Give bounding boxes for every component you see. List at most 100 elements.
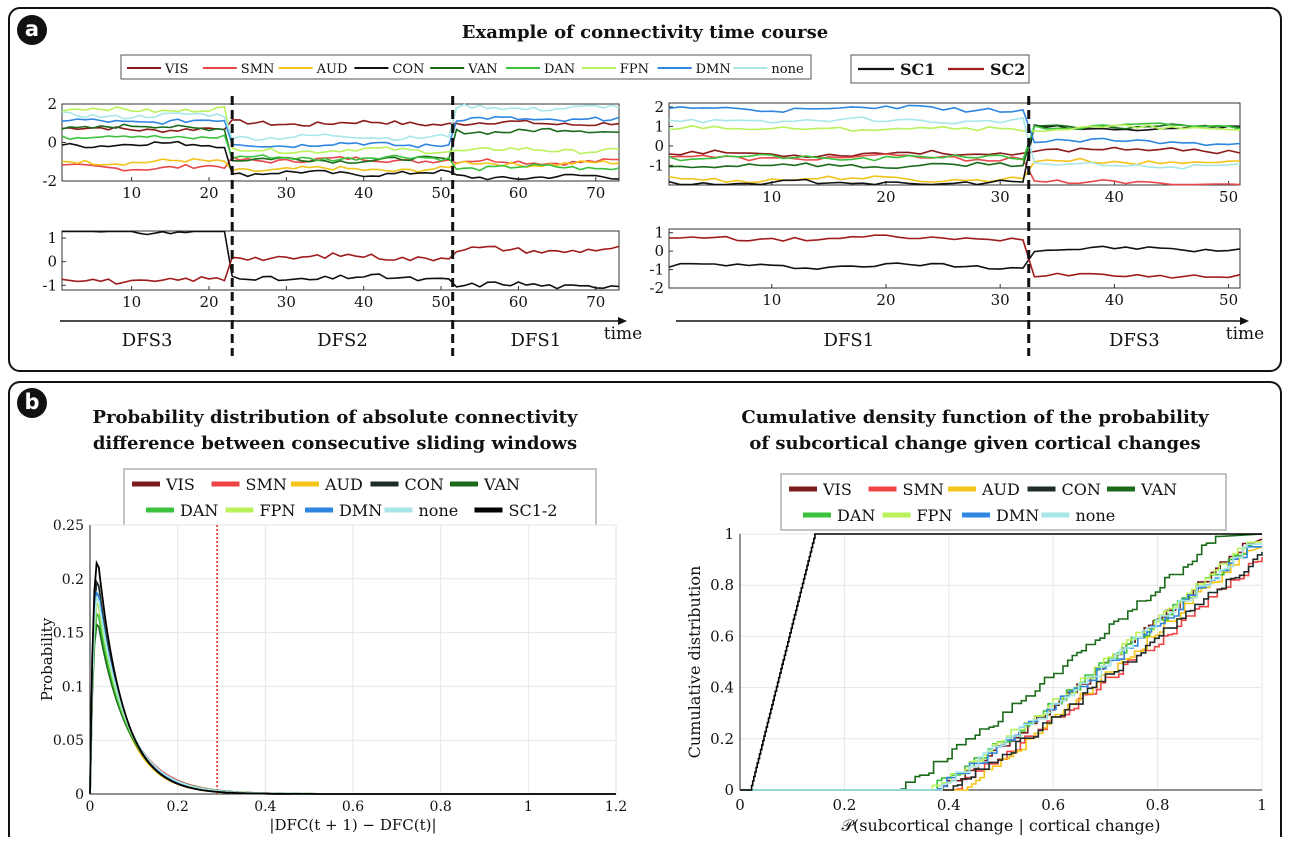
legend-b-left-box xyxy=(123,468,597,526)
legend-label-fpn: FPN xyxy=(620,62,649,77)
ytick-label-b-left-2: 0.1 xyxy=(62,679,84,695)
xtick-label-b-left-3: 0.6 xyxy=(342,799,364,815)
state-label-right-dfs3: DFS3 xyxy=(1109,330,1160,351)
series-a-right-top-fpn xyxy=(668,124,1241,133)
series-b-right-con xyxy=(740,551,1263,791)
legend-b-left-label-sc1-2: SC1-2 xyxy=(509,501,558,520)
ytick-label-b-right-5: 1 xyxy=(724,525,734,543)
xtick-label-b-left-0: 0 xyxy=(86,799,95,815)
xtick-label-a-left-bottom-60: 60 xyxy=(509,293,528,311)
ytick-label-a-right-bottom--1: -1 xyxy=(649,261,664,279)
series-a-left-bottom-sc1 xyxy=(62,230,620,290)
xtick-label-a-right-top-30: 30 xyxy=(991,188,1010,206)
series-a-left-top-none xyxy=(61,103,620,142)
state-label-left-dfs3: DFS3 xyxy=(122,330,173,351)
legend-label-dmn: DMN xyxy=(696,62,731,77)
xtick-label-a-left-top-60: 60 xyxy=(509,184,528,202)
ytick-label-a-right-top-0: 0 xyxy=(654,137,664,155)
series-a-right-bottom-sc2 xyxy=(668,234,1241,279)
legend-b-left-label-van: VAN xyxy=(483,475,520,494)
axes-a-right-top xyxy=(668,102,1241,186)
legend-label-aud: AUD xyxy=(316,62,348,77)
legend-b-left-label-dan: DAN xyxy=(180,501,218,520)
legend-b-left-label-smn: SMN xyxy=(246,475,287,494)
legend-b-left-label-dmn: DMN xyxy=(339,501,382,520)
panel-a-title: Example of connectivity time course xyxy=(461,22,829,43)
time-arrow-left xyxy=(618,317,627,325)
time-label-right: time xyxy=(1226,324,1264,344)
xtick-label-a-right-bottom-50: 50 xyxy=(1219,291,1238,309)
xtick-label-a-left-bottom-10: 10 xyxy=(122,293,141,311)
xtick-label-b-left-4: 0.8 xyxy=(430,799,452,815)
legend-b-left-label-vis: VIS xyxy=(165,475,195,494)
xtick-label-a-left-top-20: 20 xyxy=(199,184,218,202)
ytick-label-a-left-bottom-1: 1 xyxy=(47,229,57,247)
legend-b-right-label-dmn: DMN xyxy=(996,506,1039,525)
series-a-right-top-none xyxy=(668,116,1241,170)
series-b-right-sc1-2 xyxy=(740,533,1262,791)
xtick-label-a-right-bottom-20: 20 xyxy=(876,291,895,309)
ytick-label-b-right-0: 0 xyxy=(724,781,734,799)
xtick-label-a-right-top-40: 40 xyxy=(1105,188,1124,206)
xtick-label-b-right-3: 0.6 xyxy=(1041,796,1065,814)
panel-b-right-title: Cumulative density function of the proba… xyxy=(741,407,1209,454)
state-label-left-dfs1: DFS1 xyxy=(510,330,561,351)
ylabel-b-right: Cumulative distribution xyxy=(685,566,704,759)
series-a-right-top-dan xyxy=(668,122,1241,162)
legend-b-right-label-con: CON xyxy=(1062,480,1101,499)
legend-label-dan: DAN xyxy=(544,62,575,77)
xtick-label-b-left-2: 0.4 xyxy=(254,799,276,815)
ytick-label-a-left-bottom-0: 0 xyxy=(47,253,57,271)
xtick-label-a-left-top-50: 50 xyxy=(432,184,451,202)
xtick-label-a-right-bottom-40: 40 xyxy=(1105,291,1124,309)
xtick-label-a-left-bottom-30: 30 xyxy=(277,293,296,311)
xtick-label-a-right-top-20: 20 xyxy=(876,188,895,206)
legend-b-right-label-vis: VIS xyxy=(822,480,852,499)
xtick-label-b-left-6: 1.2 xyxy=(605,799,627,815)
xtick-label-a-right-bottom-10: 10 xyxy=(762,291,781,309)
xtick-label-a-left-bottom-50: 50 xyxy=(432,293,451,311)
ytick-label-a-right-top--1: -1 xyxy=(649,156,664,174)
time-arrow-right xyxy=(1240,317,1249,325)
ytick-label-b-right-4: 0.8 xyxy=(710,576,734,594)
ytick-label-a-right-top-1: 1 xyxy=(654,117,664,135)
xtick-label-b-left-5: 1 xyxy=(524,799,533,815)
legend-label-van: VAN xyxy=(467,62,497,77)
xtick-label-a-left-top-40: 40 xyxy=(354,184,373,202)
ytick-label-a-left-top-2: 2 xyxy=(47,95,57,113)
legend-b-right-label-dan: DAN xyxy=(837,506,875,525)
series-a-right-top-smn xyxy=(668,153,1241,186)
ytick-label-b-left-1: 0.05 xyxy=(53,733,84,749)
ytick-label-a-right-bottom-1: 1 xyxy=(654,224,664,242)
panel-a-badge: a xyxy=(17,15,47,45)
series-a-left-bottom-sc2 xyxy=(61,245,620,285)
legend-label-none: none xyxy=(771,62,804,77)
ytick-label-a-right-top-2: 2 xyxy=(654,98,664,116)
series-a-left-top-con xyxy=(61,140,620,181)
xtick-label-a-right-bottom-30: 30 xyxy=(991,291,1010,309)
xtick-label-b-right-1: 0.2 xyxy=(832,796,856,814)
series-a-left-top-smn xyxy=(61,155,620,172)
time-label-left: time xyxy=(604,324,642,344)
series-a-left-top-vis xyxy=(61,119,620,134)
xtick-label-b-right-4: 0.8 xyxy=(1146,796,1170,814)
xtick-label-a-left-bottom-20: 20 xyxy=(199,293,218,311)
xtick-label-a-right-top-10: 10 xyxy=(762,188,781,206)
series-a-right-bottom-sc1 xyxy=(668,245,1241,271)
legend-label-con: CON xyxy=(392,62,424,77)
ytick-label-a-left-top-0: 0 xyxy=(47,134,57,152)
xlabel-b-left: |DFC(t + 1) − DFC(t)| xyxy=(269,816,436,834)
legend-label-vis: VIS xyxy=(164,62,188,77)
legend-b-right-label-aud: AUD xyxy=(981,480,1020,499)
xtick-label-b-right-2: 0.4 xyxy=(937,796,961,814)
ytick-label-a-left-bottom--1: -1 xyxy=(42,276,57,294)
legend-b-right-label-none: none xyxy=(1076,506,1116,525)
legend-b-right-label-fpn: FPN xyxy=(917,506,953,525)
xtick-label-a-left-bottom-40: 40 xyxy=(354,293,373,311)
series-a-right-top-aud xyxy=(668,157,1241,184)
series-b-right-van xyxy=(740,533,1263,791)
xtick-label-b-left-1: 0.2 xyxy=(167,799,189,815)
legend-b-right-label-van: VAN xyxy=(1140,480,1177,499)
xtick-label-a-left-top-70: 70 xyxy=(586,184,605,202)
